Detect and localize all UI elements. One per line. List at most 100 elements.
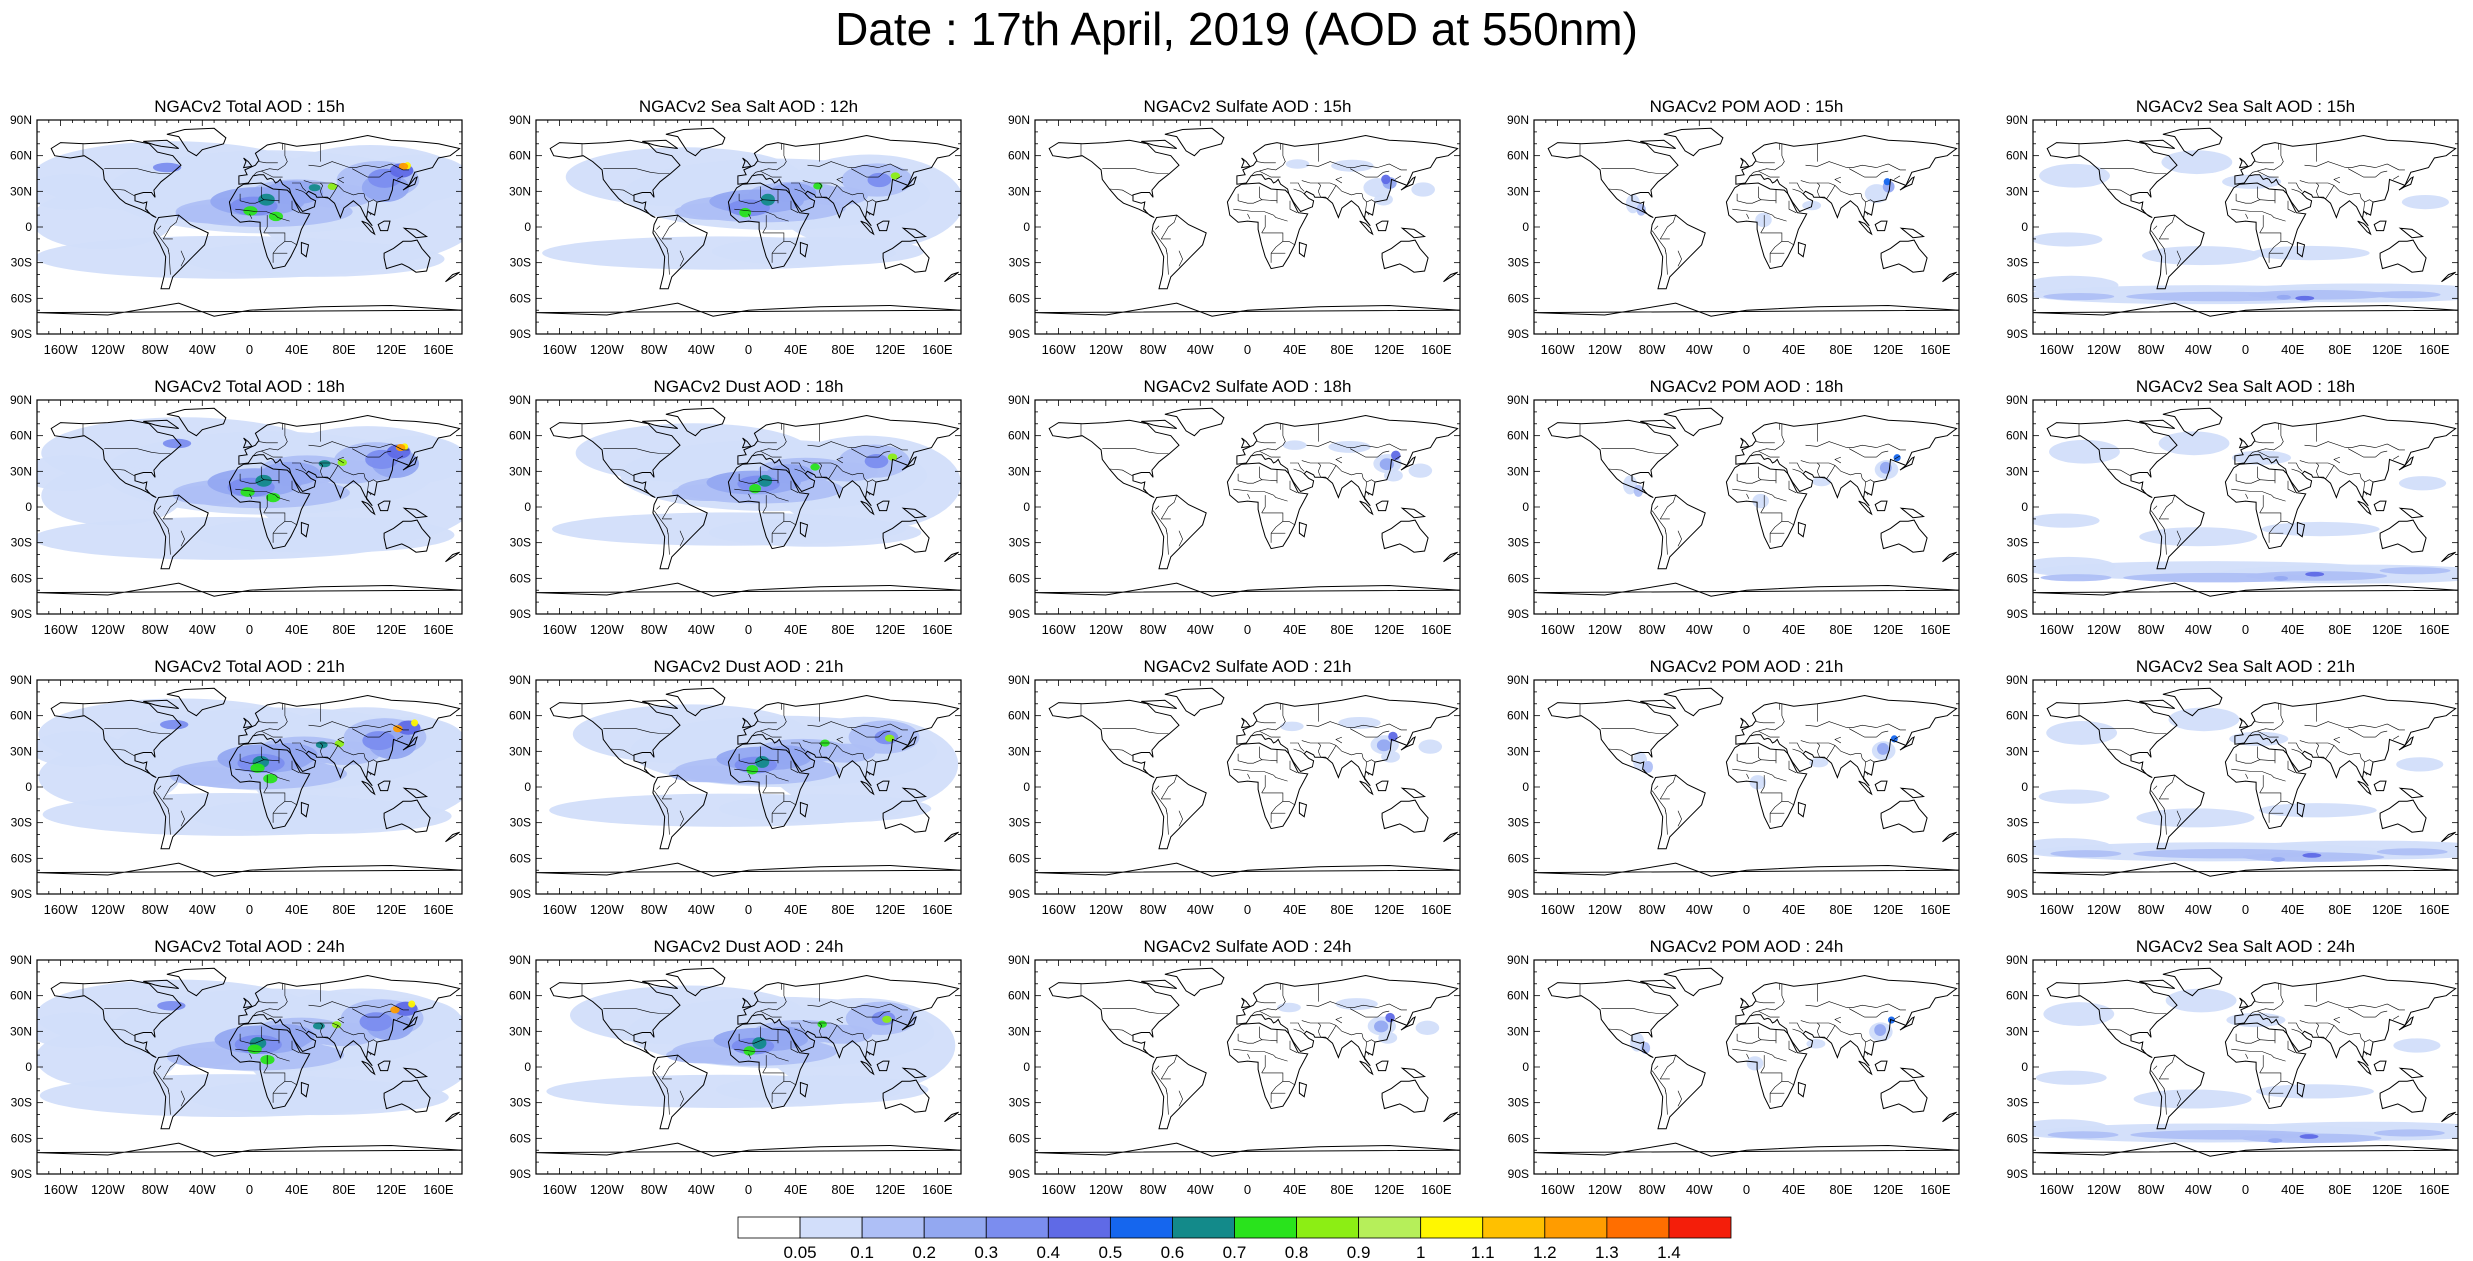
country-border: [783, 241, 796, 246]
lon-tick-label: 160E: [1421, 342, 1452, 357]
coastline: [2398, 227, 2425, 239]
lat-tick-label: 60S: [2007, 291, 2028, 305]
lat-tick-label: 30N: [1008, 464, 1030, 478]
country-border: [1335, 1016, 1343, 1024]
country-border: [790, 1040, 799, 1053]
coastline: [402, 1016, 418, 1031]
aod-patch: [806, 186, 868, 206]
country-border: [1155, 225, 1160, 230]
country-border: [651, 776, 656, 778]
lon-tick-label: 80W: [641, 342, 668, 357]
country-border: [1261, 775, 1266, 794]
country-border: [303, 740, 324, 758]
colorbar-swatch: [1420, 1216, 1484, 1239]
country-border: [162, 232, 173, 240]
country-border: [1755, 161, 1775, 164]
country-border: [644, 488, 648, 491]
country-border: [1819, 185, 1836, 199]
country-border: [2245, 773, 2249, 779]
lat-tick-label: 0: [1023, 220, 1030, 234]
country-border: [1792, 188, 1804, 194]
country-border: [2363, 201, 2368, 216]
lon-tick-label: 160W: [44, 1182, 79, 1197]
lon-tick-label: 80W: [142, 622, 169, 637]
map-panel: NGACv2 Sulfate AOD : 21h 160W 120W 80W 40W 0 4…: [1008, 657, 1461, 917]
country-border: [2100, 728, 2167, 734]
country-border: [610, 1028, 635, 1037]
coastline: [642, 419, 678, 429]
country-border: [665, 1055, 678, 1074]
country-border: [1256, 721, 1276, 724]
coastline: [361, 1060, 376, 1076]
lon-tick-label: 120W: [590, 902, 625, 917]
country-border: [261, 450, 283, 458]
country-border: [1306, 441, 1407, 451]
country-border: [263, 215, 268, 234]
country-border: [166, 215, 179, 234]
coastline: [1858, 1060, 1873, 1076]
lon-tick-label: 0: [745, 902, 752, 917]
lon-tick-label: 80W: [2138, 1182, 2165, 1197]
country-border: [610, 748, 635, 757]
country-border: [2363, 1041, 2368, 1056]
country-border: [734, 208, 789, 222]
country-border: [2287, 200, 2296, 213]
lon-tick-label: 120W: [2087, 622, 2122, 637]
country-border: [666, 808, 670, 835]
aod-patch: [1374, 193, 1393, 206]
country-border: [748, 773, 752, 779]
lat-tick-label: 30N: [2006, 744, 2028, 758]
coastline: [445, 831, 460, 843]
country-border: [1165, 1088, 1169, 1115]
country-border: [1819, 745, 1836, 759]
coastline: [1298, 1081, 1308, 1098]
lon-tick-label: 160E: [2419, 342, 2450, 357]
country-border: [807, 721, 908, 731]
aod-patch: [1411, 182, 1435, 197]
aod-patch: [2261, 521, 2380, 537]
coastline: [536, 582, 961, 597]
country-border: [2163, 528, 2167, 555]
aod-patch: [2248, 290, 2391, 300]
lon-tick-label: 160E: [2419, 1182, 2450, 1197]
lon-tick-label: 40E: [285, 342, 308, 357]
country-border: [320, 182, 364, 196]
country-border: [320, 1022, 364, 1036]
country-border: [292, 182, 307, 192]
country-border: [291, 200, 300, 213]
aod-patch: [37, 174, 119, 210]
country-border: [2316, 462, 2360, 476]
country-border: [821, 185, 838, 199]
country-border: [2280, 241, 2293, 246]
coastline: [1858, 220, 1873, 236]
lat-tick-label: 30S: [1508, 256, 1529, 270]
aod-patch: [2295, 295, 2315, 301]
map-panel: NGACv2 Sulfate AOD : 15h 160W 120W 80W 40W 0 4…: [1008, 97, 1461, 357]
country-border: [1282, 520, 1295, 526]
country-border: [152, 776, 157, 778]
lon-tick-label: 160E: [922, 1182, 953, 1197]
lon-tick-label: 0: [1244, 342, 1251, 357]
aod-patch: [1636, 203, 1646, 216]
coastline: [737, 414, 960, 507]
lat-tick-label: 0: [25, 1060, 32, 1074]
country-border: [644, 208, 648, 211]
lon-tick-label: 160W: [543, 622, 578, 637]
aod-patch: [318, 460, 331, 468]
country-border: [2280, 800, 2293, 806]
country-border: [790, 760, 799, 773]
map-panel: NGACv2 Total AOD : 18h 160W 120W 80W 40W 0 40E…: [10, 377, 463, 637]
country-border: [1817, 742, 1861, 756]
country-border: [1758, 450, 1780, 458]
lat-tick-label: 60N: [1008, 989, 1030, 1003]
country-border: [2392, 175, 2400, 180]
country-border: [295, 748, 307, 754]
country-border: [162, 792, 173, 800]
country-border: [1746, 213, 1750, 219]
lon-tick-label: 40W: [1187, 622, 1214, 637]
lon-tick-label: 0: [246, 622, 253, 637]
country-border: [2259, 495, 2264, 514]
country-border: [2148, 496, 2153, 498]
lat-tick-label: 90N: [2006, 953, 2028, 967]
coastline: [665, 687, 726, 717]
